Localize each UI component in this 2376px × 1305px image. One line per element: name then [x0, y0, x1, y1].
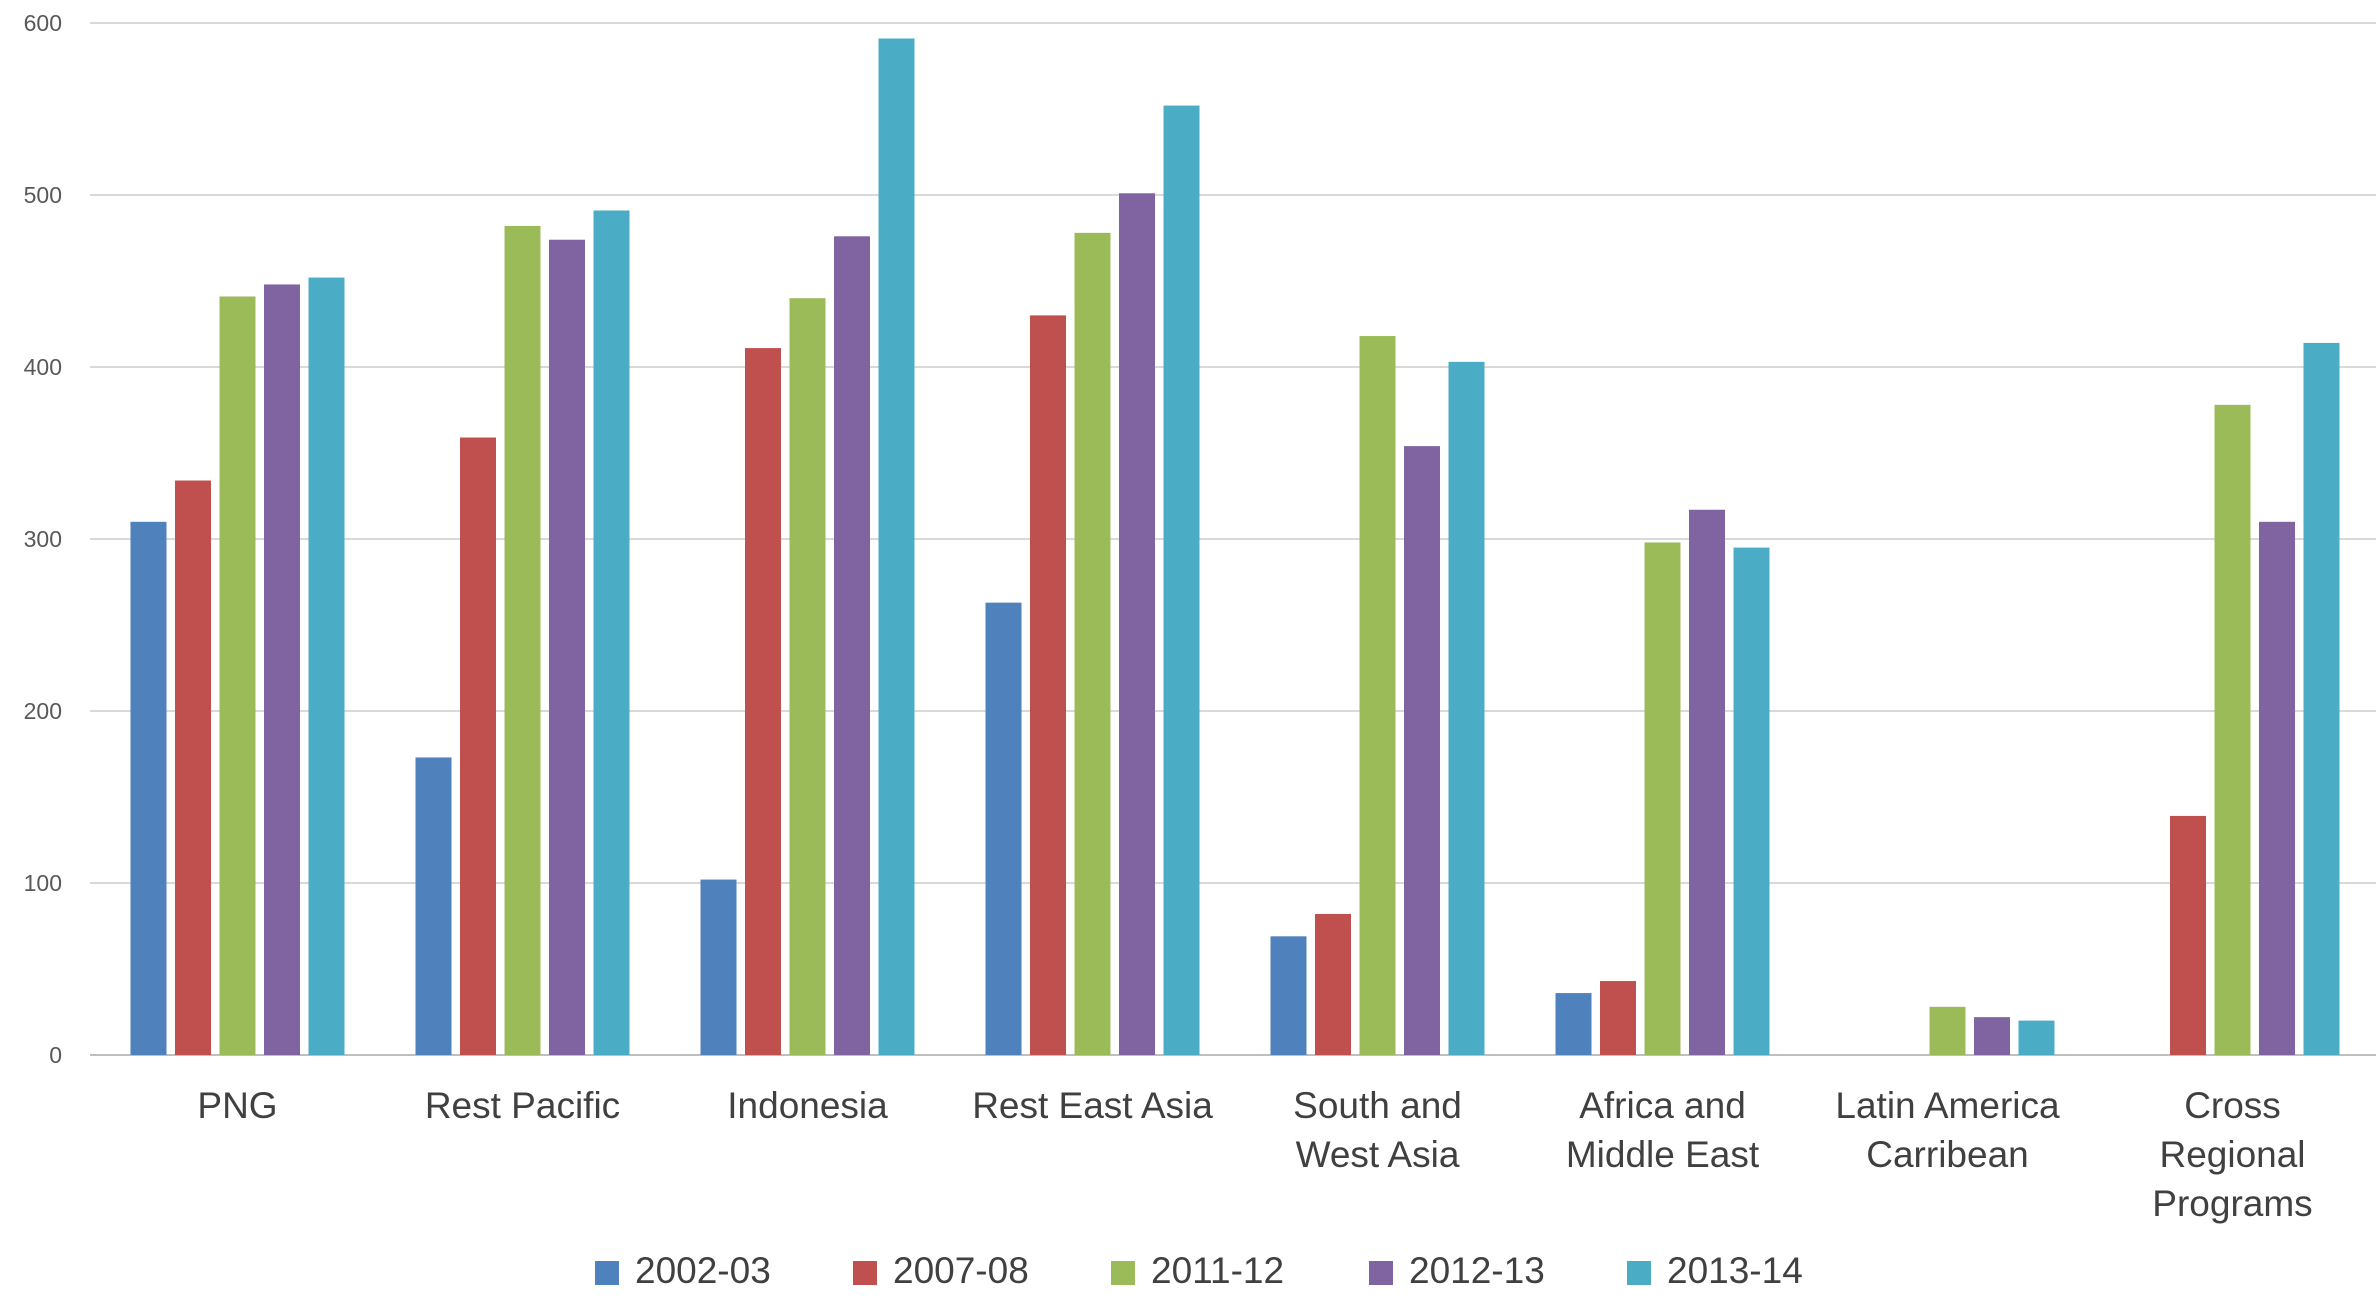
- bar-2013-14: [308, 277, 345, 1055]
- legend-swatch: [1369, 1261, 1393, 1285]
- x-tick-label: Carribean: [1866, 1134, 2028, 1175]
- bar-2007-08: [460, 437, 496, 1055]
- x-tick-label: West Asia: [1296, 1134, 1460, 1175]
- bar-2012-13: [549, 239, 585, 1056]
- bar-2012-13: [1404, 446, 1440, 1055]
- bar-2013-14: [1448, 361, 1485, 1056]
- bar-2011-12: [1359, 336, 1396, 1055]
- x-tick-label: South and: [1293, 1085, 1462, 1126]
- legend-label: 2007-08: [893, 1250, 1029, 1291]
- bar-2011-12: [2214, 404, 2251, 1056]
- bar-2007-08: [175, 480, 211, 1055]
- bar-2007-08: [745, 348, 781, 1056]
- y-tick-label: 0: [49, 1042, 62, 1068]
- bars: [130, 38, 2340, 1056]
- y-axis-ticks: 0 100 200 300 400 500 600: [24, 10, 62, 1068]
- bar-2012-13: [1119, 193, 1155, 1055]
- legend-label: 2002-03: [635, 1250, 771, 1291]
- legend-label: 2013-14: [1667, 1250, 1803, 1291]
- bar-2011-12: [219, 296, 256, 1056]
- x-tick-label: Rest East Asia: [972, 1085, 1213, 1126]
- x-tick-label: Rest Pacific: [425, 1085, 620, 1126]
- legend-swatch: [1627, 1261, 1651, 1285]
- bar-2002-03: [985, 602, 1022, 1055]
- bar-2013-14: [1163, 105, 1200, 1055]
- bar-2011-12: [1074, 232, 1111, 1056]
- bar-2013-14: [878, 38, 915, 1056]
- x-tick-label: Indonesia: [727, 1085, 888, 1126]
- y-tick-label: 100: [24, 870, 62, 896]
- bar-2007-08: [2170, 815, 2206, 1055]
- bar-2011-12: [504, 225, 541, 1055]
- bar-2013-14: [1733, 547, 1770, 1055]
- bar-2007-08: [1315, 913, 1351, 1055]
- bar-2002-03: [130, 521, 167, 1055]
- bar-2002-03: [1555, 993, 1592, 1055]
- bar-2012-13: [1689, 509, 1725, 1055]
- x-axis-labels: PNG Rest Pacific Indonesia Rest East Asia So…: [197, 1085, 2312, 1224]
- bar-2011-12: [1929, 1006, 1966, 1055]
- bar-2012-13: [2259, 521, 2295, 1055]
- legend: 2002-03 2007-08 2011-12 2012-13 2013-14: [595, 1250, 1803, 1291]
- legend-swatch: [853, 1261, 877, 1285]
- legend-swatch: [1111, 1261, 1135, 1285]
- bar-2013-14: [593, 210, 630, 1056]
- x-tick-label: PNG: [197, 1085, 277, 1126]
- bar-2011-12: [1644, 542, 1681, 1055]
- y-tick-label: 200: [24, 698, 62, 724]
- bar-2002-03: [1270, 936, 1307, 1055]
- x-tick-label: Africa and: [1579, 1085, 1746, 1126]
- legend-label: 2012-13: [1409, 1250, 1545, 1291]
- x-tick-label: Middle East: [1566, 1134, 1760, 1175]
- y-tick-label: 400: [24, 354, 62, 380]
- x-tick-label: Latin America: [1835, 1085, 2060, 1126]
- bar-2012-13: [1974, 1017, 2010, 1055]
- legend-label: 2011-12: [1151, 1250, 1284, 1291]
- bar-2011-12: [789, 298, 826, 1055]
- x-tick-label: Programs: [2152, 1183, 2312, 1224]
- bar-2007-08: [1030, 315, 1066, 1055]
- bar-2007-08: [1600, 981, 1636, 1055]
- y-tick-label: 500: [24, 182, 62, 208]
- bar-2012-13: [264, 284, 300, 1055]
- bar-2002-03: [415, 757, 452, 1055]
- legend-swatch: [595, 1261, 619, 1285]
- bar-2002-03: [700, 879, 737, 1055]
- x-tick-label: Cross: [2184, 1085, 2281, 1126]
- bar-2012-13: [834, 236, 870, 1055]
- y-tick-label: 300: [24, 526, 62, 552]
- x-tick-label: Regional: [2159, 1134, 2305, 1175]
- bar-2013-14: [2303, 342, 2340, 1055]
- bar-2013-14: [2018, 1020, 2055, 1055]
- y-tick-label: 600: [24, 10, 62, 36]
